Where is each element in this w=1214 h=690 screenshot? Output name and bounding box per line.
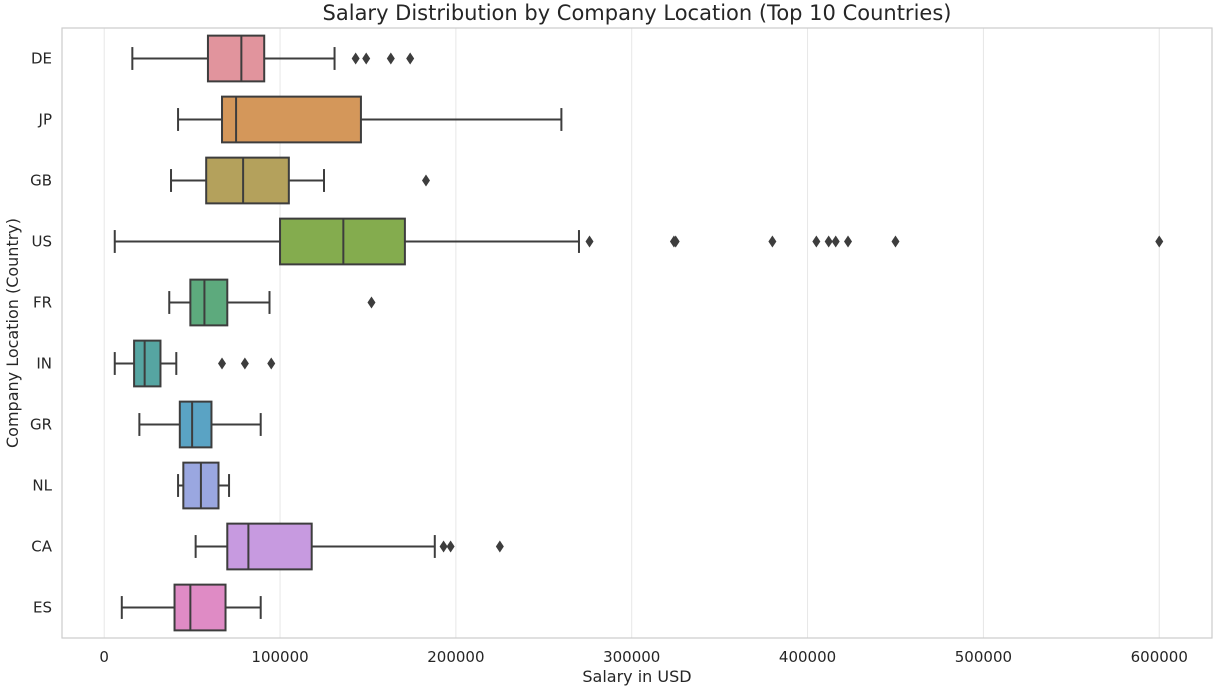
y-tick-label: DE <box>31 50 52 68</box>
outlier-point <box>824 235 833 248</box>
box-group-de <box>131 34 415 83</box>
x-tick-label: 500000 <box>955 648 1012 666</box>
box-iqr <box>206 34 266 83</box>
y-tick-label: NL <box>32 477 52 495</box>
box-group-nl <box>177 461 231 510</box>
outlier-point <box>421 174 430 187</box>
outlier-point <box>1155 235 1164 248</box>
x-tick-label: 200000 <box>427 648 484 666</box>
box-iqr <box>173 583 227 632</box>
y-tick-label: US <box>31 233 52 251</box>
outlier-point <box>351 52 360 65</box>
y-tick-label: JP <box>38 111 52 129</box>
x-tick-label: 0 <box>99 648 109 666</box>
box-group-us <box>113 217 1164 266</box>
box-iqr <box>226 522 313 571</box>
outlier-point <box>439 540 448 553</box>
box-group-fr <box>168 278 376 327</box>
box-group-jp <box>177 95 563 144</box>
outlier-point <box>362 52 371 65</box>
y-tick-label: GB <box>30 172 52 190</box>
outlier-point <box>768 235 777 248</box>
outlier-point <box>218 357 227 370</box>
outlier-point <box>446 540 455 553</box>
outlier-point <box>367 296 376 309</box>
box-iqr <box>189 278 229 327</box>
y-tick-label: FR <box>33 294 52 312</box>
box-iqr <box>133 339 162 388</box>
x-tick-label: 100000 <box>251 648 308 666</box>
chart-title: Salary Distribution by Company Location … <box>323 1 952 25</box>
box-iqr <box>221 95 362 144</box>
y-tick-labels: DE JP GB US FR IN GR NL CA ES <box>30 50 53 617</box>
outlier-point <box>406 52 415 65</box>
x-tick-label: 300000 <box>603 648 660 666</box>
boxes <box>113 34 1164 632</box>
outlier-point <box>844 235 853 248</box>
y-axis-label: Company Location (Country) <box>3 218 22 448</box>
outlier-point <box>386 52 395 65</box>
x-tick-label: 600000 <box>1131 648 1188 666</box>
y-tick-label: IN <box>36 355 52 373</box>
y-tick-label: GR <box>30 416 52 434</box>
box-group-es <box>120 583 262 632</box>
x-axis-label: Salary in USD <box>582 667 691 686</box>
plot-frame <box>61 27 1213 639</box>
box-group-ca <box>194 522 504 571</box>
outlier-point <box>671 235 680 248</box>
outlier-point <box>240 357 249 370</box>
outlier-point <box>585 235 594 248</box>
box-iqr <box>205 156 290 205</box>
x-tick-label: 400000 <box>779 648 836 666</box>
y-tick-label: ES <box>33 599 52 617</box>
outlier-point <box>495 540 504 553</box>
outlier-point <box>267 357 276 370</box>
outlier-point <box>812 235 821 248</box>
box-group-in <box>113 339 276 388</box>
outlier-point <box>891 235 900 248</box>
box-group-gr <box>138 400 262 449</box>
y-tick-label: CA <box>31 538 52 556</box>
x-tick-labels: 0 100000 200000 300000 400000 500000 600000 <box>99 648 1187 666</box>
outlier-point <box>831 235 840 248</box>
box-iqr <box>178 400 213 449</box>
box-group-gb <box>170 156 430 205</box>
